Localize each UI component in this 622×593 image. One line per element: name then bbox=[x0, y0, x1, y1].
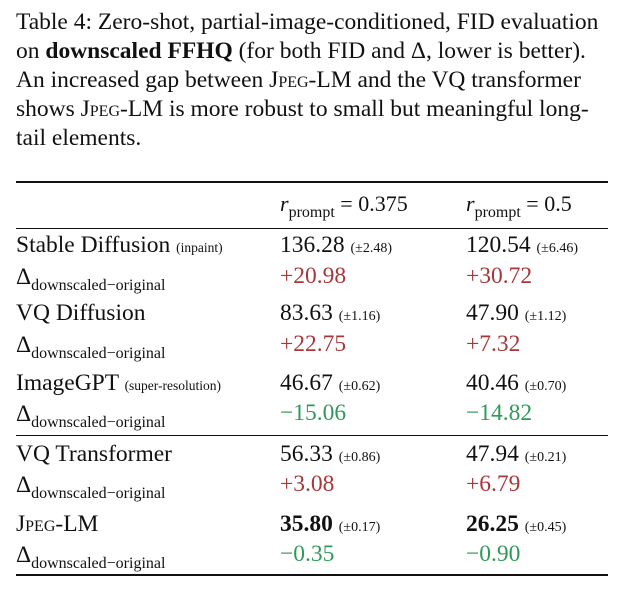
top-rule bbox=[16, 181, 608, 183]
caption-bold-dataset: downscaled FFHQ bbox=[45, 38, 233, 64]
jpeg-lm-fid-0375: 35.80 (±0.17) bbox=[280, 511, 381, 537]
imagegpt-fid-0375: 46.67 (±0.62) bbox=[280, 370, 381, 396]
stable-diffusion-delta-05: +30.72 bbox=[466, 263, 533, 289]
caption-jpeg-lm-1: Jpeg-LM bbox=[269, 67, 352, 93]
stable-diffusion-fid-05: 120.54 (±6.46) bbox=[466, 232, 579, 258]
caption-text-c: and the VQ transformer shows bbox=[16, 67, 581, 122]
header-rule bbox=[16, 228, 608, 229]
group-rule bbox=[16, 435, 608, 436]
delta-label: Δdownscaled−original bbox=[16, 401, 166, 431]
vq-diffusion-delta-05: +7.32 bbox=[466, 331, 521, 357]
jpeg-lm-delta-05: −0.90 bbox=[466, 541, 521, 567]
vq-diffusion-fid-0375: 83.63 (±1.16) bbox=[280, 300, 381, 326]
jpeg-lm-fid-05: 26.25 (±0.45) bbox=[466, 511, 567, 537]
delta-label: Δdownscaled−original bbox=[16, 472, 166, 502]
delta-label: Δdownscaled−original bbox=[16, 542, 166, 572]
stable-diffusion-fid-0375: 136.28 (±2.48) bbox=[280, 232, 393, 258]
caption-jpeg-lm-2: Jpeg-LM bbox=[80, 96, 164, 122]
jpeg-lm-delta-0375: −0.35 bbox=[280, 541, 335, 567]
vq-diffusion-delta-0375: +22.75 bbox=[280, 331, 347, 357]
header-col-0375: rprompt = 0.375 bbox=[280, 191, 408, 221]
vq-transformer-fid-0375: 56.33 (±0.86) bbox=[280, 441, 381, 467]
delta-label: Δdownscaled−original bbox=[16, 264, 166, 294]
row-name-jpeg-lm: Jpeg-LM bbox=[16, 511, 99, 537]
table-caption: Table 4: Zero-shot, partial-image-condit… bbox=[16, 8, 612, 153]
caption-text-b: (for both FID and Δ, lower is better). A… bbox=[16, 38, 586, 93]
imagegpt-delta-0375: −15.06 bbox=[280, 400, 347, 426]
bottom-rule bbox=[16, 574, 608, 576]
imagegpt-fid-05: 40.46 (±0.70) bbox=[466, 370, 567, 396]
vq-diffusion-fid-05: 47.90 (±1.12) bbox=[466, 300, 567, 326]
caption-text-d: is more robust to small but meaningful l… bbox=[16, 96, 589, 151]
delta-label: Δdownscaled−original bbox=[16, 332, 166, 362]
header-col-05: rprompt = 0.5 bbox=[466, 191, 572, 221]
row-name-imagegpt: ImageGPT (super-resolution) bbox=[16, 370, 222, 396]
vq-transformer-delta-05: +6.79 bbox=[466, 471, 521, 497]
vq-transformer-delta-0375: +3.08 bbox=[280, 471, 335, 497]
caption-text-a: Zero-shot, partial-image-conditioned, FI… bbox=[16, 9, 599, 64]
stable-diffusion-delta-0375: +20.98 bbox=[280, 263, 347, 289]
row-name-stable-diffusion: Stable Diffusion (inpaint) bbox=[16, 232, 223, 258]
caption-label: Table 4: bbox=[16, 9, 93, 35]
row-name-vq-transformer: VQ Transformer bbox=[16, 441, 173, 467]
vq-transformer-fid-05: 47.94 (±0.21) bbox=[466, 441, 567, 467]
row-name-vq-diffusion: VQ Diffusion bbox=[16, 300, 146, 326]
imagegpt-delta-05: −14.82 bbox=[466, 400, 533, 426]
